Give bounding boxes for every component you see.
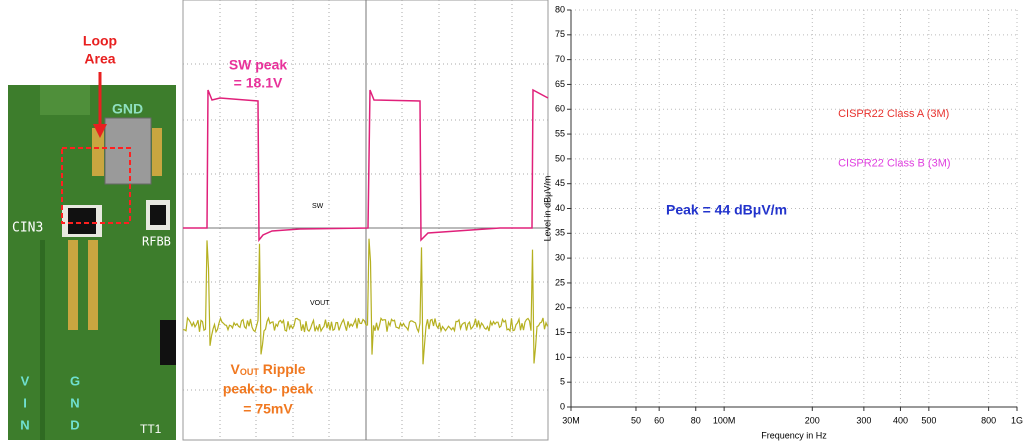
scope-note: SW peak bbox=[229, 57, 288, 73]
pcb-label: N bbox=[20, 417, 29, 432]
scope-note: peak-to- peak bbox=[223, 381, 313, 397]
x-tick-label: 200 bbox=[805, 415, 820, 425]
scope-tag: VOUT bbox=[310, 300, 330, 307]
x-tick-label: 80 bbox=[691, 415, 701, 425]
loop-label: Area bbox=[84, 51, 115, 67]
scope-tag: SW bbox=[312, 203, 324, 210]
x-tick-label: 100M bbox=[713, 415, 736, 425]
scope-note-part: OUT bbox=[240, 367, 260, 377]
pcb-label: CIN3 bbox=[12, 221, 43, 236]
pcb-label: N bbox=[70, 395, 79, 410]
pcb-label: G bbox=[70, 373, 80, 388]
y-tick-label: 45 bbox=[555, 178, 565, 188]
y-tick-label: 15 bbox=[555, 327, 565, 337]
y-tick-label: 10 bbox=[555, 352, 565, 362]
pads bbox=[152, 128, 162, 176]
pads bbox=[92, 128, 104, 176]
ic bbox=[104, 117, 152, 185]
legend-label: CISPR22 Class A (3M) bbox=[838, 108, 949, 120]
pcb-label: D bbox=[70, 417, 79, 432]
capacitor-body bbox=[68, 208, 96, 234]
y-tick-label: 35 bbox=[555, 228, 565, 238]
y-tick-label: 40 bbox=[555, 203, 565, 213]
pcb-label: I bbox=[23, 395, 27, 410]
y-tick-label: 80 bbox=[555, 4, 565, 14]
pcb-panel: Loop Area GND CIN3 RFBB V I N G N D TT1 bbox=[8, 33, 176, 440]
arrow-head bbox=[93, 124, 107, 138]
y-tick-label: 30 bbox=[555, 253, 565, 263]
copper bbox=[40, 85, 90, 115]
scope-note: = 75mV bbox=[243, 401, 293, 417]
x-tick-label: 400 bbox=[893, 415, 908, 425]
pcb-label: TT1 bbox=[140, 422, 162, 436]
x-tick-label: 500 bbox=[921, 415, 936, 425]
x-tick-label: 60 bbox=[654, 415, 664, 425]
trace bbox=[68, 240, 78, 330]
x-tick-label: 50 bbox=[631, 415, 641, 425]
y-tick-label: 65 bbox=[555, 79, 565, 89]
scope-note: VOUT Ripple bbox=[230, 361, 305, 378]
trace bbox=[88, 240, 98, 330]
annotation: Peak = 44 dBμV/m bbox=[666, 202, 787, 218]
y-tick-label: 50 bbox=[555, 153, 565, 163]
loop-label: Loop bbox=[83, 33, 117, 49]
y-tick-label: 20 bbox=[555, 302, 565, 312]
trace bbox=[40, 240, 45, 440]
x-tick-label: 800 bbox=[981, 415, 996, 425]
y-tick-label: 55 bbox=[555, 128, 565, 138]
y-tick-label: 70 bbox=[555, 54, 565, 64]
x-tick-label: 300 bbox=[856, 415, 871, 425]
x-tick-label: 1G bbox=[1011, 415, 1023, 425]
scope-note-part: V bbox=[230, 361, 240, 377]
scope-panel: SW VOUT SW peak = 18.1V VOUT Ripple peak-to- … bbox=[182, 0, 549, 441]
waveform bbox=[183, 88, 549, 243]
pcb-label: V bbox=[21, 373, 30, 388]
y-tick-label: 0 bbox=[560, 401, 565, 411]
waveform bbox=[182, 238, 549, 365]
scope-note: = 18.1V bbox=[234, 75, 283, 91]
emi-chart: 0 5 10 15 20 25 30 35 40 45 50 55 60 65 70 75 80 30M 50 60 8… bbox=[542, 4, 1023, 440]
scope-note-part: Ripple bbox=[259, 361, 306, 377]
x-tick-label: 30M bbox=[562, 415, 580, 425]
legend-label: CISPR22 Class B (3M) bbox=[838, 158, 950, 170]
pcb-label: GND bbox=[112, 101, 143, 117]
y-tick-label: 5 bbox=[560, 377, 565, 387]
loop-box bbox=[61, 147, 131, 224]
y-axis-title: Level in dBμV/m bbox=[542, 176, 552, 242]
y-tick-label: 60 bbox=[555, 104, 565, 114]
pcb-label: RFBB bbox=[142, 235, 171, 249]
resistor-body bbox=[150, 205, 166, 225]
x-axis-title: Frequency in Hz bbox=[761, 430, 827, 440]
y-tick-label: 75 bbox=[555, 29, 565, 39]
component bbox=[160, 320, 176, 365]
y-tick-label: 25 bbox=[555, 277, 565, 287]
